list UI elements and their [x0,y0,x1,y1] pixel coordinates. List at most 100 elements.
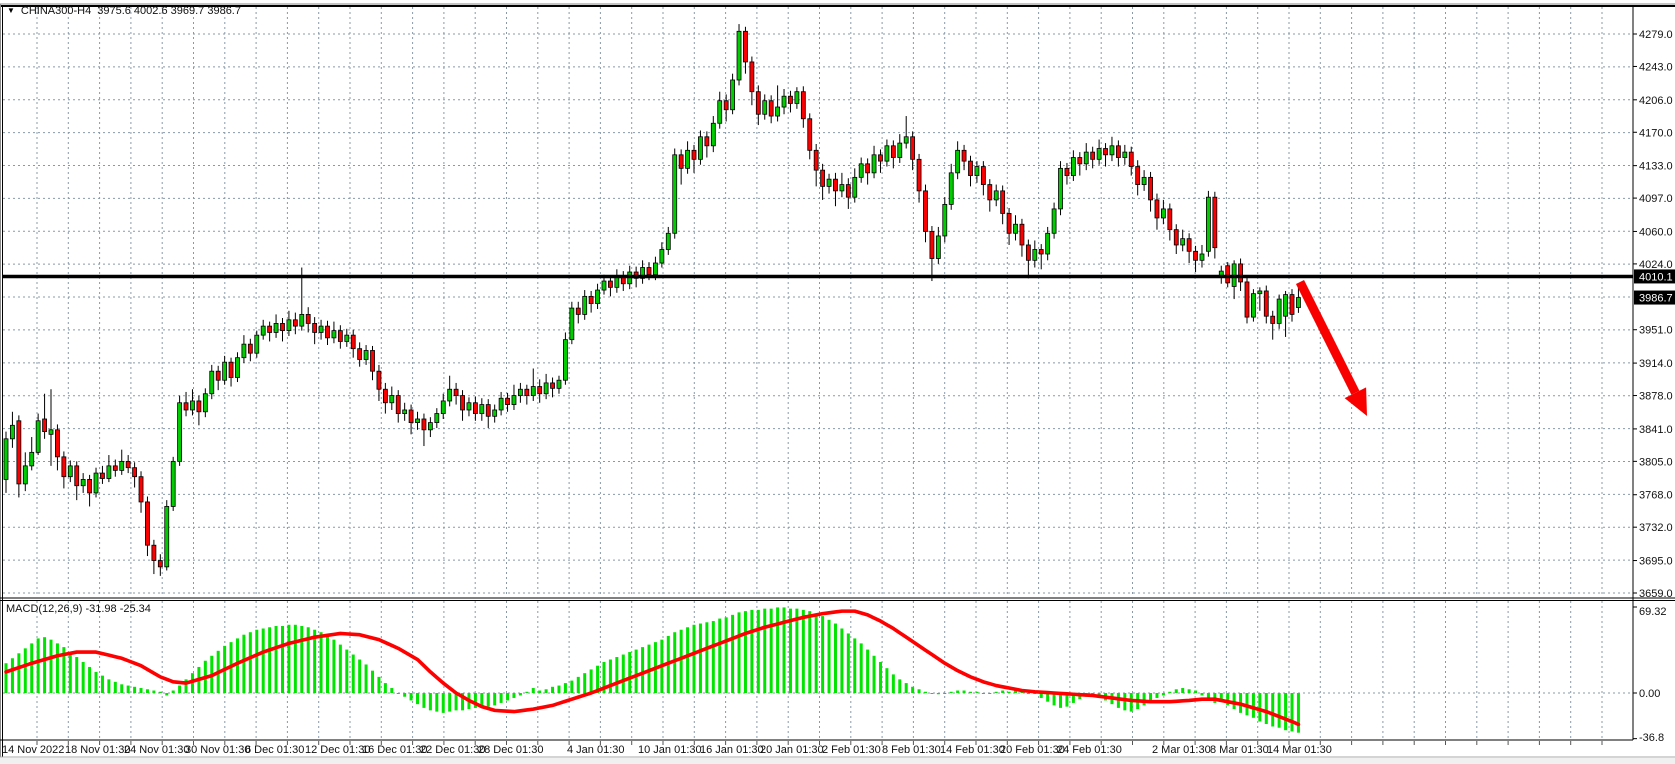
macd-histogram-bar [1142,693,1146,706]
candle-body [1045,232,1051,255]
candle-body [80,478,86,487]
macd-histogram-bar [518,693,522,696]
candle-body [67,465,73,478]
candle-body [3,438,9,480]
macd-histogram-bar [409,693,413,701]
macd-histogram-bar [743,611,747,693]
macd-histogram-bar [898,679,902,693]
candle-body [788,95,793,104]
time-axis-label: 8 Feb 01:30 [882,744,941,756]
candle-body [813,149,819,171]
macd-histogram-bar [171,690,175,693]
candle-body [286,319,292,332]
macd-histogram-bar [525,691,529,693]
candle-body [357,348,363,360]
price-axis-label: 4060.0 [1639,226,1673,238]
macd-histogram-bar [1181,688,1185,693]
candle-body [1025,244,1031,261]
candle-body [10,424,15,440]
candle-body [1109,145,1115,156]
candle-body [1186,238,1192,252]
candle-body [183,402,189,411]
candle-body [575,307,581,315]
candle-body [543,382,549,395]
macd-histogram-bar [473,693,477,708]
candle-body [318,325,324,333]
macd-histogram-bar [1258,693,1262,722]
price-axis-label: 3695.0 [1639,556,1673,568]
macd-histogram-bar [158,691,162,693]
macd-histogram-bar [1277,693,1281,728]
macd-histogram-bar [788,608,792,693]
macd-histogram-bar [428,693,432,711]
candle-body [344,334,350,342]
macd-histogram-bar [621,654,625,693]
arrow-head-icon[interactable] [1344,387,1367,416]
candle-body [157,560,163,568]
candle-body [1296,297,1301,308]
macd-histogram-bar [30,643,34,693]
macd-histogram-bar [441,693,445,713]
candle-body [479,404,485,414]
macd-histogram-bar [133,686,137,693]
macd-histogram-bar [641,647,645,693]
macd-histogram-bar [756,609,760,693]
macd-histogram-bar [583,673,587,693]
macd-histogram-bar [782,607,786,693]
macd-histogram-bar [994,691,998,693]
macd-histogram-bar [731,614,735,693]
candle-body [730,79,735,111]
candle-body [337,330,343,342]
macd-histogram-bar [1264,693,1268,725]
macd-histogram-bar [274,626,278,693]
macd-histogram-bar [120,684,124,693]
candle-body [1276,298,1282,324]
candle-body [260,325,266,336]
macd-signal-line [4,609,1301,727]
candle-body [710,122,716,147]
candle-body [800,91,806,120]
macd-histogram-bar [75,657,79,693]
price-axis-label: 3951.0 [1639,325,1673,337]
candle-body [247,343,253,354]
macd-histogram-bar [506,693,510,701]
macd-histogram-bar [358,659,362,693]
macd-histogram-bar [1129,693,1133,712]
symbol-marker-icon: ▼ [7,6,15,15]
candle-body [537,386,543,395]
macd-histogram-bar [178,685,182,693]
candle-body [1193,250,1198,261]
candle-body [762,100,768,115]
macd-histogram-bar [776,607,780,693]
candle-body [119,460,125,471]
candle-body [125,460,131,469]
candle-body [29,451,35,467]
macd-histogram-bar [634,649,638,693]
arrow-shaft[interactable] [1295,279,1360,395]
time-axis-label: 4 Jan 01:30 [567,744,625,756]
candle-body [74,465,80,487]
candle-body [781,95,787,108]
macd-histogram-bar [692,624,696,693]
candle-body [884,145,890,162]
candle-body [569,307,575,341]
candle-body [215,370,221,381]
macd-histogram-bar [332,639,336,693]
price-axis-label: 3878.0 [1639,391,1673,403]
candle-body [209,370,215,395]
candle-body [743,30,748,63]
candle-body [447,388,453,402]
macd-histogram-bar [1232,693,1236,710]
bid-price-tag-text: 3986.7 [1639,293,1673,305]
macd-histogram-bar [557,685,561,693]
candle-body [511,395,517,405]
macd-histogram-bar [280,626,284,693]
macd-histogram-bar [1039,693,1043,698]
candle-body [524,388,530,396]
macd-histogram-bar [853,638,857,693]
candle-body [588,295,594,304]
macd-histogram-bar [911,686,915,693]
candle-body [1244,281,1250,318]
macd-histogram-bar [833,623,837,693]
